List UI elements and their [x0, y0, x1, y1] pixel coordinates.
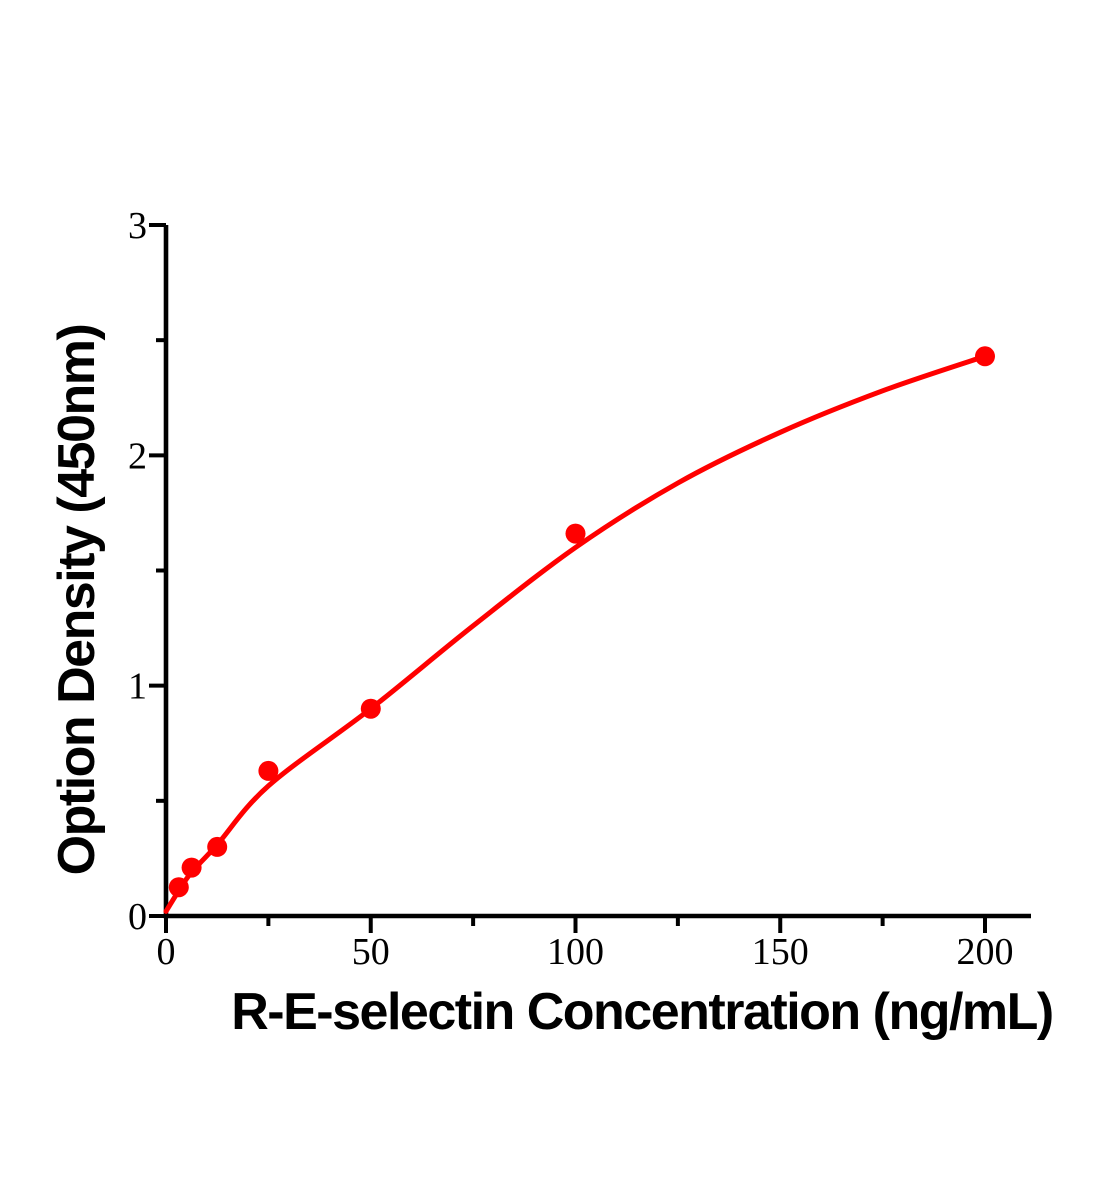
- data-point: [181, 857, 202, 878]
- x-tick-label: 200: [957, 931, 1014, 973]
- x-axis-title: R-E-selectin Concentration (ng/mL): [231, 983, 1054, 1041]
- y-tick-label: 0: [128, 896, 147, 938]
- x-tick-label: 0: [157, 931, 176, 973]
- y-axis-title: Option Density (450nm): [48, 324, 106, 876]
- data-point: [168, 877, 189, 898]
- data-point: [565, 523, 586, 544]
- fitted-curve: [163, 353, 988, 914]
- data-point: [258, 760, 279, 781]
- y-tick-label: 3: [128, 205, 147, 247]
- data-point: [360, 698, 381, 719]
- x-tick-label: 150: [752, 931, 809, 973]
- y-tick-label: 1: [128, 666, 147, 708]
- x-tick-label: 100: [547, 931, 604, 973]
- y-tick-label: 2: [128, 435, 147, 477]
- data-point: [975, 346, 995, 367]
- data-point: [207, 836, 228, 857]
- x-tick-label: 50: [352, 931, 390, 973]
